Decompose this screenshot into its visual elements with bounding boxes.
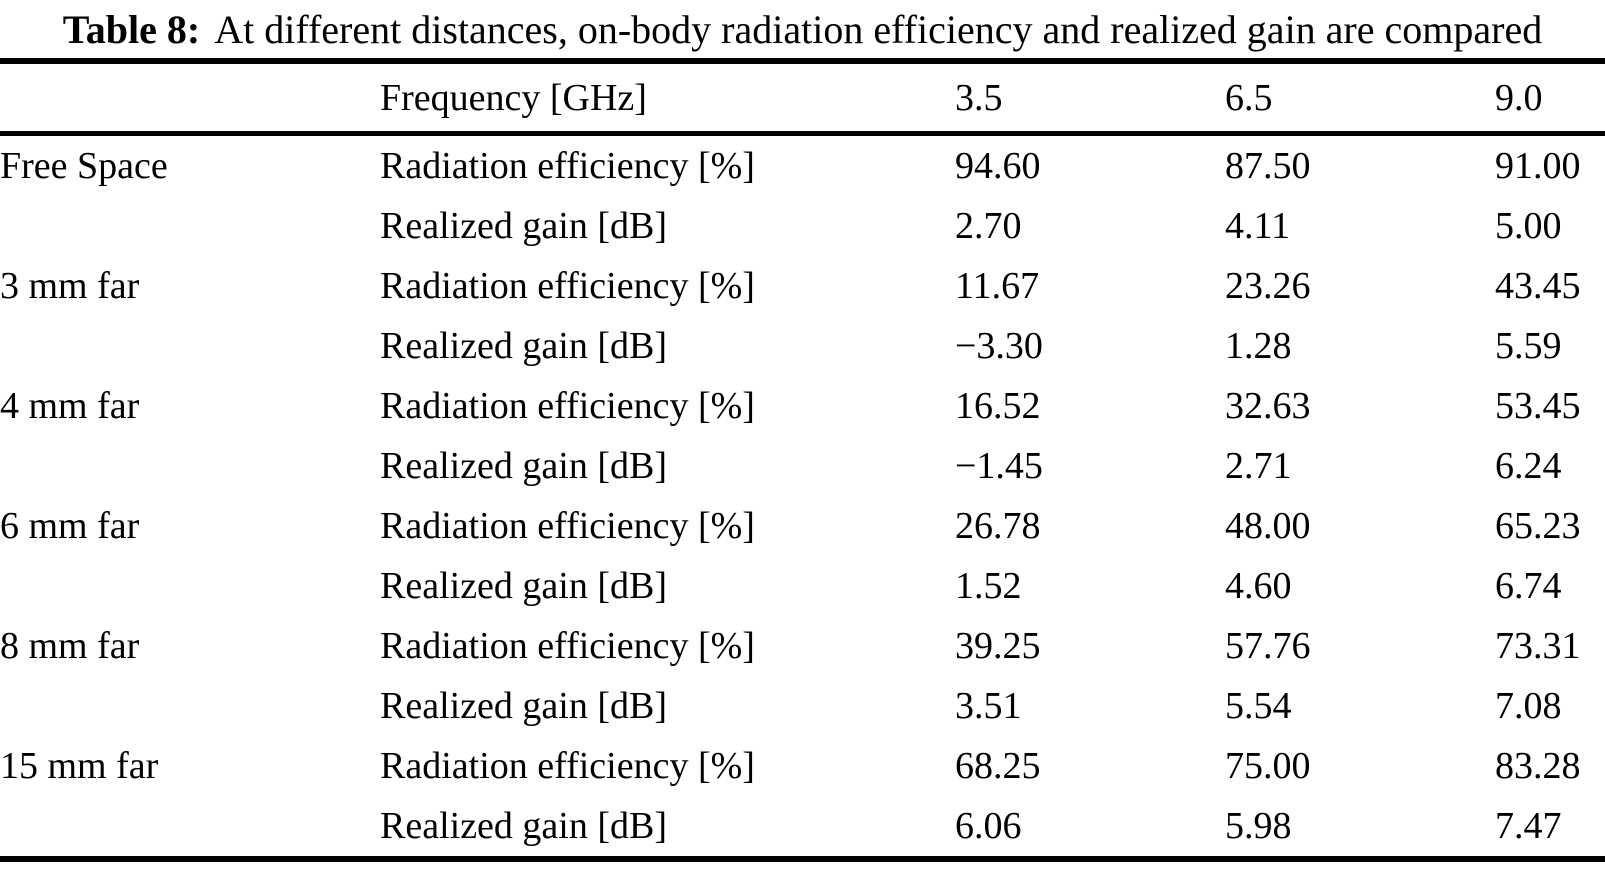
row-group-label	[0, 436, 380, 496]
table-row: 15 mm far Radiation efficiency [%] 68.25 75…	[0, 736, 1605, 796]
row-value: 3.51	[955, 685, 1022, 727]
row-value: 65.23	[1495, 505, 1581, 547]
row-value: 6.06	[955, 805, 1022, 847]
row-value: 43.45	[1495, 265, 1581, 307]
row-metric-label: Radiation efficiency [%]	[380, 145, 755, 187]
table-row: 3 mm far Radiation efficiency [%] 11.67 23.…	[0, 256, 1605, 316]
row-group-label	[0, 196, 380, 256]
table-caption-number: Table 8:	[62, 6, 201, 52]
table-row: Realized gain [dB] −1.45 2.71 6.24	[0, 436, 1605, 496]
row-metric-label: Realized gain [dB]	[380, 205, 668, 247]
row-metric-label: Realized gain [dB]	[380, 445, 668, 487]
row-metric-label: Radiation efficiency [%]	[380, 505, 755, 547]
row-group-label	[0, 556, 380, 616]
row-metric-label: Realized gain [dB]	[380, 565, 668, 607]
row-value: 4.60	[1225, 565, 1292, 607]
row-value: 57.76	[1225, 625, 1311, 667]
row-group-label: 3 mm far	[0, 265, 140, 307]
header-row: Frequency [GHz] 3.5 6.5 9.0	[0, 64, 1605, 131]
row-value: 5.00	[1495, 205, 1562, 247]
row-value: 91.00	[1495, 145, 1581, 187]
row-value: 39.25	[955, 625, 1041, 667]
table-row: 4 mm far Radiation efficiency [%] 16.52 32.…	[0, 376, 1605, 436]
row-value: 5.54	[1225, 685, 1292, 727]
top-rule	[0, 58, 1605, 64]
row-metric-label: Realized gain [dB]	[380, 805, 668, 847]
row-value: 48.00	[1225, 505, 1311, 547]
row-value: 87.50	[1225, 145, 1311, 187]
row-value: 2.70	[955, 205, 1022, 247]
row-group-label	[0, 796, 380, 856]
row-value: 53.45	[1495, 385, 1581, 427]
row-metric-label: Realized gain [dB]	[380, 685, 668, 727]
header-empty-cell	[0, 64, 380, 131]
row-value: 1.28	[1225, 325, 1292, 367]
row-value: −1.45	[955, 445, 1043, 487]
row-value: 7.47	[1495, 805, 1562, 847]
row-value: 6.24	[1495, 445, 1562, 487]
row-value: 73.31	[1495, 625, 1581, 667]
row-value: 75.00	[1225, 745, 1311, 787]
row-metric-label: Realized gain [dB]	[380, 325, 668, 367]
row-value: 32.63	[1225, 385, 1311, 427]
row-value: 5.98	[1225, 805, 1292, 847]
row-group-label	[0, 316, 380, 376]
table-body: Free Space Radiation efficiency [%] 94.60 8…	[0, 136, 1605, 856]
row-value: 7.08	[1495, 685, 1562, 727]
table-row: Realized gain [dB] 3.51 5.54 7.08	[0, 676, 1605, 736]
table-row: 8 mm far Radiation efficiency [%] 39.25 57.…	[0, 616, 1605, 676]
row-value: 5.59	[1495, 325, 1562, 367]
row-value: 23.26	[1225, 265, 1311, 307]
row-value: 11.67	[955, 265, 1040, 307]
table-header: Frequency [GHz] 3.5 6.5 9.0	[0, 64, 1605, 131]
table-row: Realized gain [dB] 6.06 5.98 7.47	[0, 796, 1605, 856]
table-row: Realized gain [dB] 1.52 4.60 6.74	[0, 556, 1605, 616]
table-row: 6 mm far Radiation efficiency [%] 26.78 48.…	[0, 496, 1605, 556]
row-metric-label: Radiation efficiency [%]	[380, 745, 755, 787]
row-value: 83.28	[1495, 745, 1581, 787]
row-value: −3.30	[955, 325, 1043, 367]
row-group-label: 8 mm far	[0, 625, 140, 667]
header-freq-3: 9.0	[1495, 76, 1543, 119]
table-caption-text: At different distances, on-body radiatio…	[214, 6, 1543, 52]
table-row: Realized gain [dB] 2.70 4.11 5.00	[0, 196, 1605, 256]
header-freq-2: 6.5	[1225, 76, 1273, 119]
row-group-label: 6 mm far	[0, 505, 140, 547]
row-value: 2.71	[1225, 445, 1292, 487]
row-group-label	[0, 676, 380, 736]
table-body-grid: Free Space Radiation efficiency [%] 94.60 8…	[0, 136, 1605, 856]
row-group-label: 4 mm far	[0, 385, 140, 427]
header-rule	[0, 131, 1605, 136]
table-caption: Table 8: At different distances, on-body…	[0, 0, 1605, 58]
row-metric-label: Radiation efficiency [%]	[380, 385, 755, 427]
row-value: 68.25	[955, 745, 1041, 787]
row-value: 16.52	[955, 385, 1041, 427]
row-value: 6.74	[1495, 565, 1562, 607]
row-value: 94.60	[955, 145, 1041, 187]
header-freq-1: 3.5	[955, 76, 1003, 119]
row-group-label: 15 mm far	[0, 745, 159, 787]
header-metric-label: Frequency [GHz]	[380, 76, 647, 119]
row-metric-label: Radiation efficiency [%]	[380, 625, 755, 667]
table-row: Realized gain [dB] −3.30 1.28 5.59	[0, 316, 1605, 376]
row-value: 26.78	[955, 505, 1041, 547]
row-value: 4.11	[1225, 205, 1291, 247]
row-metric-label: Radiation efficiency [%]	[380, 265, 755, 307]
row-value: 1.52	[955, 565, 1022, 607]
row-group-label: Free Space	[0, 145, 168, 187]
bottom-rule	[0, 856, 1605, 862]
table-row: Free Space Radiation efficiency [%] 94.60 8…	[0, 136, 1605, 196]
